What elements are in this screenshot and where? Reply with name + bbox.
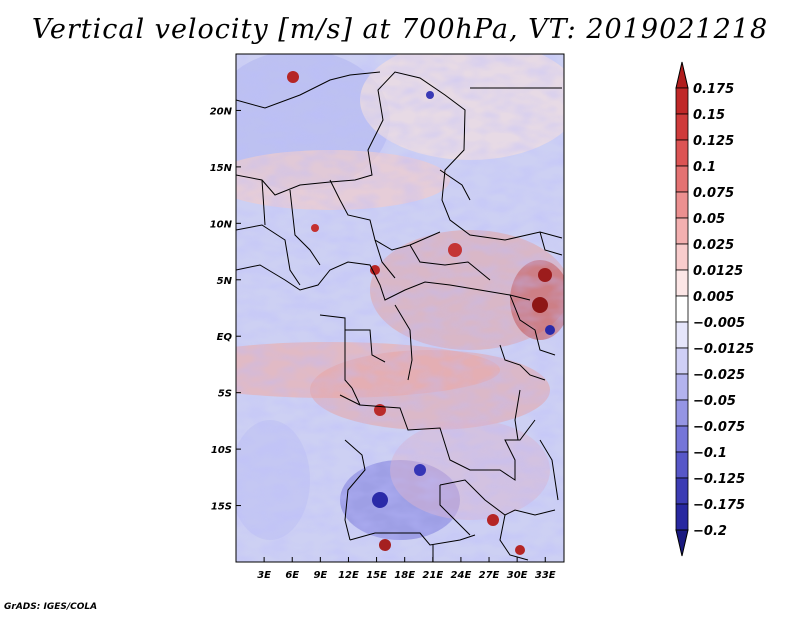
colorbar-bin [675,399,689,427]
colorbar-label: 0.05 [693,212,725,227]
x-tick-label: 18E [394,570,415,581]
colorbar-label: 0.005 [693,290,734,305]
colorbar-bin [675,451,689,479]
x-tick-label: 9E [313,570,327,581]
colorbar-label: 0.1 [693,160,716,175]
y-tick-label: EQ [217,332,233,343]
colorbar-label: 0.175 [693,82,734,97]
colorbar-label: −0.025 [693,368,745,383]
colorbar-label: −0.2 [693,524,727,539]
x-axis: 3E 6E 9E 12E 15E 18E 21E 24E 27E 30E 33E [257,557,556,581]
colorbar-bin [675,191,689,219]
y-tick-label: 15N [210,163,233,174]
colorbar-label: −0.005 [693,316,745,331]
colorbar-label: −0.1 [693,446,727,461]
colorbar-label: 0.15 [693,108,725,123]
colorbar-bin [675,87,689,115]
colorbar-label: −0.075 [693,420,745,435]
colorbar-label: 0.125 [693,134,734,149]
x-tick-label: 27E [479,570,500,581]
colorbar-label: 0.025 [693,238,734,253]
x-tick-label: 33E [535,570,556,581]
colorbar-bin [675,373,689,401]
y-tick-label: 10S [211,445,232,456]
colorbar-label: 0.0125 [693,264,743,279]
x-tick-label: 21E [422,570,443,581]
map-field [236,54,564,562]
y-tick-label: 20N [210,106,233,117]
x-tick-label: 6E [285,570,299,581]
grads-credit: GrADS: IGES/COLA [4,602,98,612]
colorbar-top-arrow [675,61,689,89]
colorbar-bin [675,139,689,167]
colorbar-bin [675,243,689,271]
colorbar-bin [675,165,689,193]
x-tick-label: 3E [257,570,271,581]
colorbar-bin [675,321,689,349]
y-tick-label: 5N [217,276,233,287]
colorbar-label: −0.125 [693,472,745,487]
colorbar-label: −0.05 [693,394,736,409]
colorbar-bin [675,425,689,453]
x-tick-label: 30E [507,570,528,581]
colorbar-label: −0.175 [693,498,745,513]
colorbar-bin [675,269,689,297]
colorbar-bin [675,477,689,505]
x-tick-label: 12E [338,570,359,581]
colorbar-label: −0.0125 [693,342,754,357]
colorbar-label: 0.075 [693,186,734,201]
colorbar-bin [675,295,689,323]
map-frame [235,53,565,563]
chart-title: Vertical velocity [m/s] at 700hPa, VT: 2… [31,14,769,45]
x-tick-label: 24E [451,570,472,581]
country-borders [236,71,563,562]
colorbar-bin [675,217,689,245]
y-tick-label: 10N [210,219,233,230]
y-tick-label: 5S [218,389,232,400]
colorbar-bin [675,113,689,141]
colorbar-bin [675,347,689,375]
colorbar: 0.175 0.15 0.125 0.1 0.075 0.05 0.025 0.0125 0.0… [675,61,754,557]
y-tick-label: 15S [211,502,232,513]
x-tick-label: 15E [366,570,387,581]
colorbar-bin [675,503,689,531]
colorbar-bottom-arrow [675,529,689,557]
y-axis: 20N 15N 10N 5N EQ 5S 10S 15S [210,106,241,513]
